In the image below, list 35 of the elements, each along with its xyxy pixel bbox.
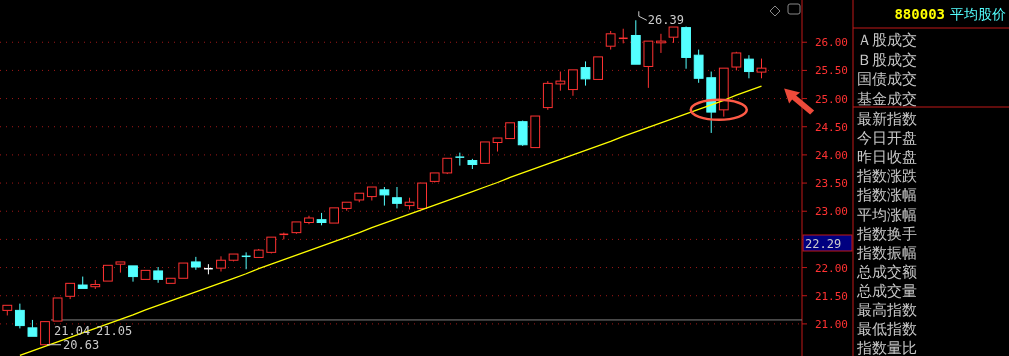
text: 指数量比 bbox=[856, 339, 917, 356]
text: 最高指数 bbox=[857, 301, 917, 319]
text: 平均涨幅 bbox=[857, 205, 917, 224]
text: 平均股价 bbox=[950, 6, 1006, 22]
y-tick-label: 23.50 bbox=[814, 177, 848, 191]
text: 基金成交 bbox=[857, 89, 917, 108]
text: 国债成交 bbox=[857, 70, 917, 88]
annotation: 20.63 bbox=[63, 337, 100, 352]
y-tick-label: 25.00 bbox=[814, 92, 848, 106]
text: 最低指数 bbox=[857, 320, 917, 339]
text: 指数振幅 bbox=[856, 243, 917, 262]
annotation: 21.05 bbox=[96, 324, 133, 338]
y-tick-label: 24.50 bbox=[814, 120, 848, 134]
annotation: 26.39 bbox=[647, 13, 684, 28]
text: 22.29 bbox=[805, 237, 842, 251]
text: 最新指数 bbox=[857, 110, 917, 128]
text: 指数涨幅 bbox=[856, 186, 917, 205]
text: 昨日收盘 bbox=[857, 148, 917, 167]
annotation: 21.04 bbox=[54, 324, 91, 338]
y-tick-label: 24.00 bbox=[814, 148, 848, 162]
y-tick-label: 26.00 bbox=[814, 36, 848, 50]
text: 指数涨跌 bbox=[856, 167, 917, 186]
y-tick-label: 25.50 bbox=[814, 64, 848, 78]
text: 今日开盘 bbox=[857, 129, 917, 148]
y-tick-label: 21.50 bbox=[814, 289, 848, 303]
text: 总成交量 bbox=[856, 281, 917, 300]
line-series bbox=[19, 85, 763, 356]
text: 880003 bbox=[894, 6, 945, 22]
text: 总成交额 bbox=[856, 262, 917, 281]
y-tick-label: 22.00 bbox=[814, 261, 848, 275]
y-tick-label: 23.00 bbox=[814, 205, 848, 219]
text: Ｂ股成交 bbox=[857, 50, 917, 69]
y-tick-label: 21.00 bbox=[814, 317, 848, 331]
text: Ａ股成交 bbox=[857, 31, 917, 49]
text: 指数换手 bbox=[856, 224, 917, 243]
